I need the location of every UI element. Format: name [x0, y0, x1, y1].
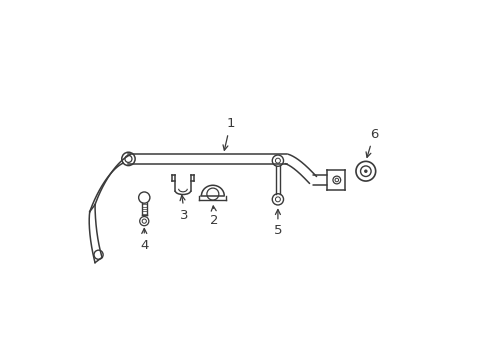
Text: 5: 5: [273, 210, 282, 238]
Text: 1: 1: [223, 117, 234, 150]
Text: 4: 4: [140, 229, 148, 252]
Text: 6: 6: [366, 128, 377, 157]
Text: 2: 2: [210, 206, 219, 227]
Text: 3: 3: [180, 195, 188, 222]
Circle shape: [364, 170, 367, 173]
